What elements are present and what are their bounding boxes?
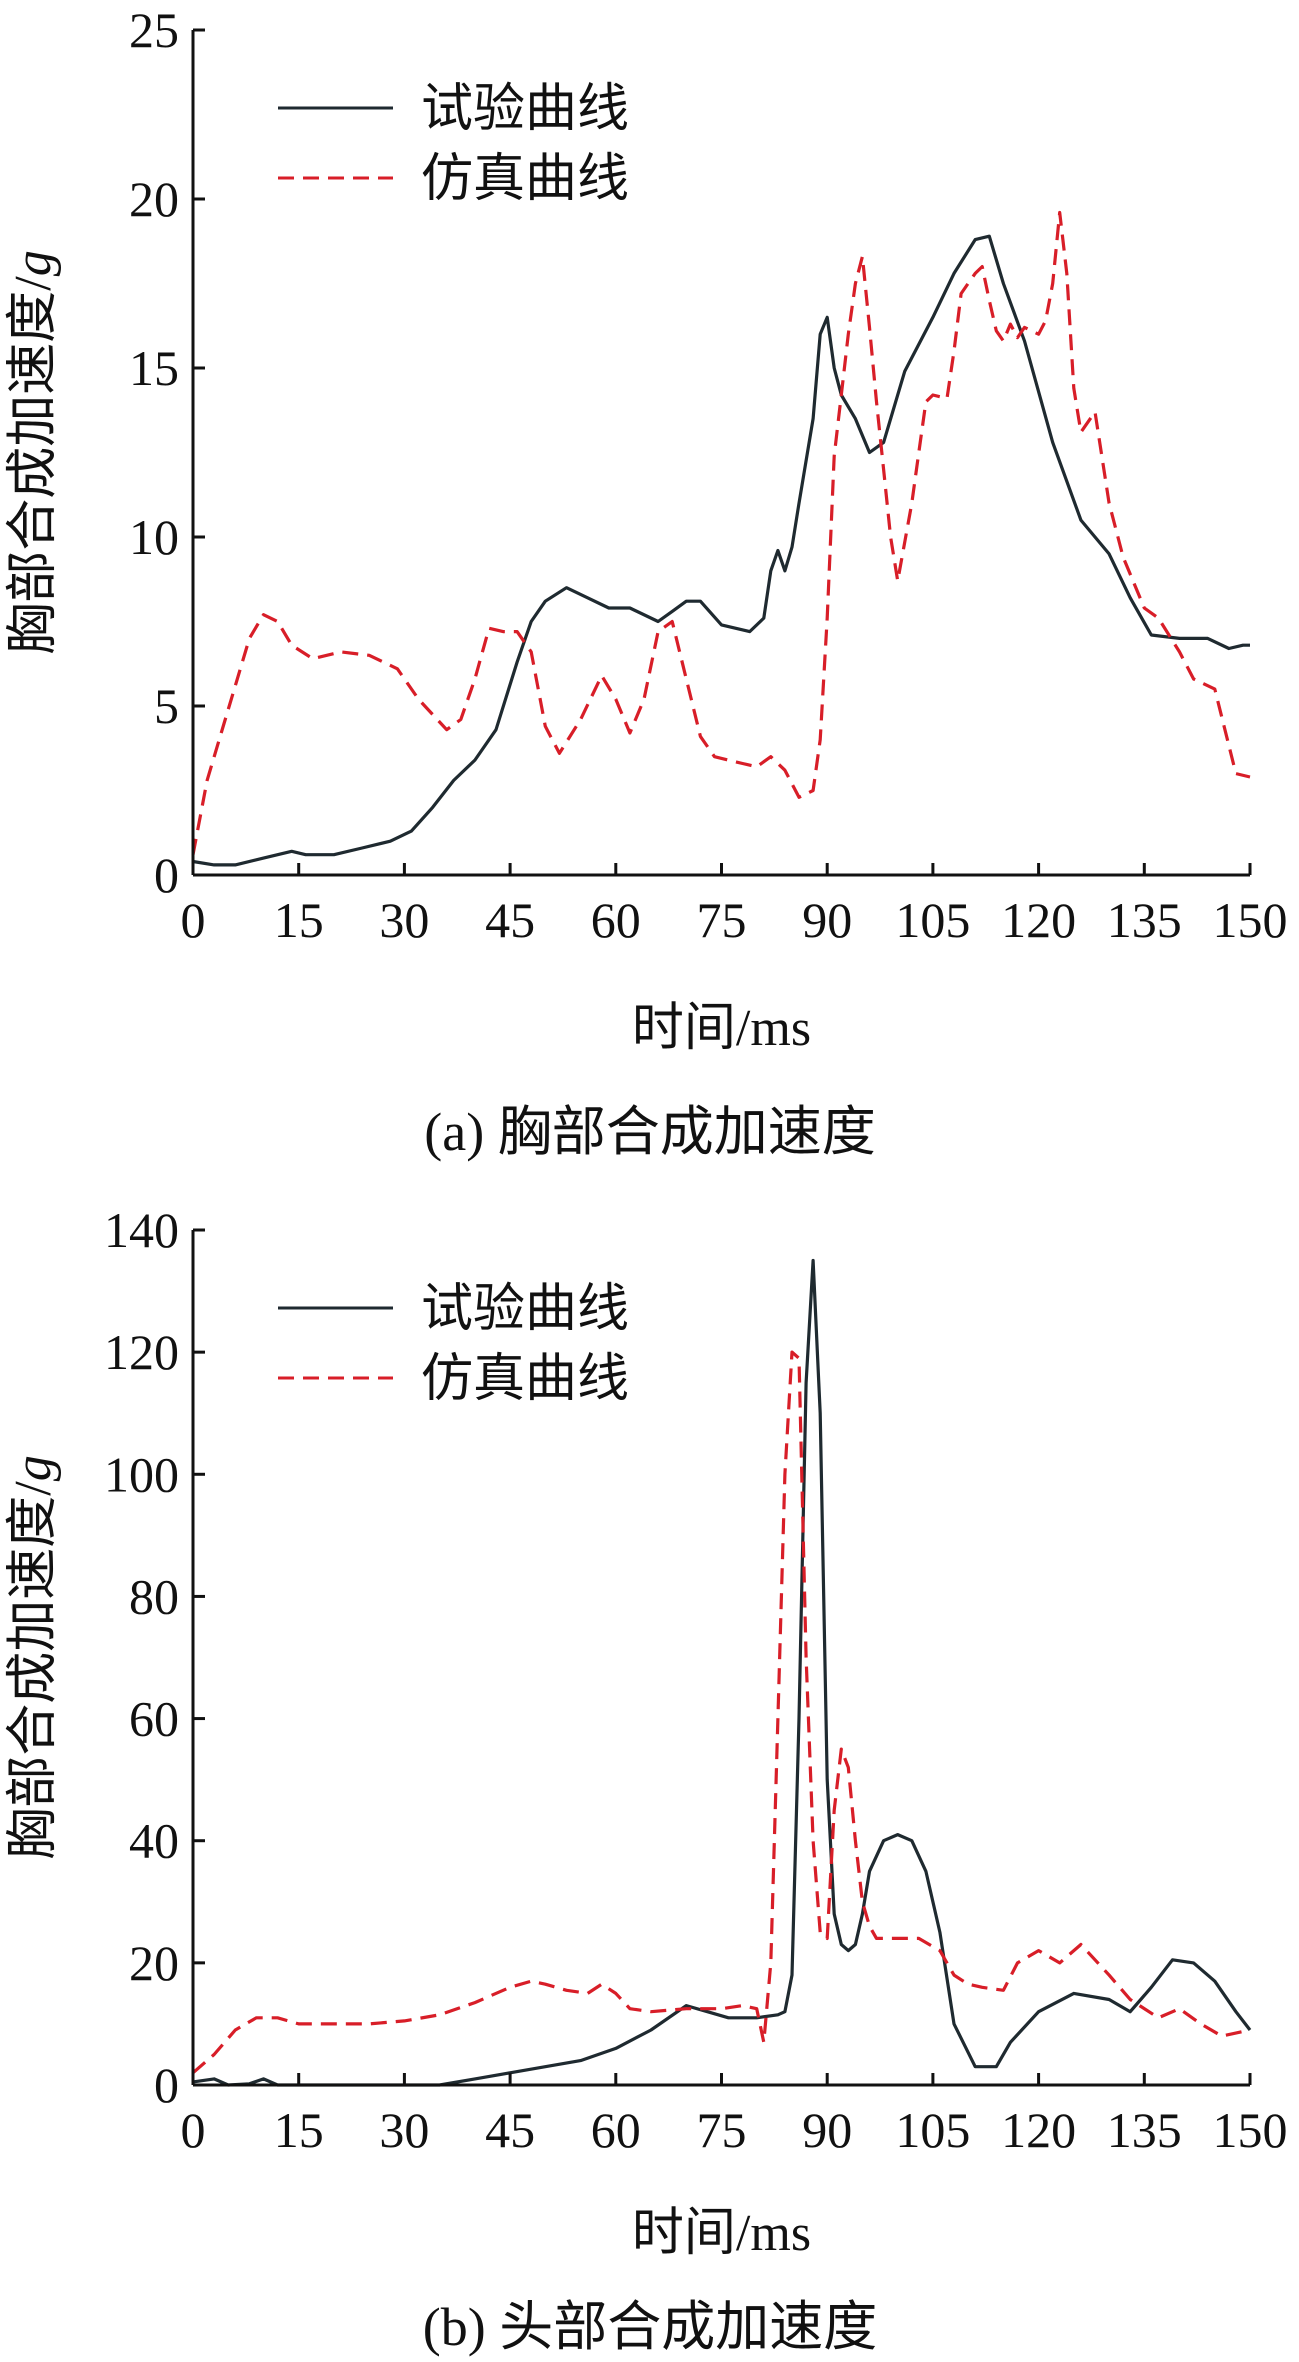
x-tick-label: 60 <box>591 892 641 948</box>
x-axis-label: 时间/ms <box>632 1000 811 1057</box>
x-tick-label: 90 <box>802 892 852 948</box>
plot-area-b <box>191 1258 1252 2087</box>
x-tick-label: 45 <box>485 2102 535 2158</box>
y-axis-label-text: 胸部合成加速度/ <box>5 1481 62 1860</box>
x-tick-label: 135 <box>1107 2102 1182 2158</box>
y-axis-label-text: 胸部合成加速度/ <box>5 276 62 655</box>
x-axis-label: 时间/ms <box>632 2205 811 2262</box>
y-tick-label: 100 <box>104 1446 179 1502</box>
x-tick-label: 120 <box>1001 2102 1076 2158</box>
y-tick-label: 25 <box>129 2 179 58</box>
plot-area-a <box>191 210 1251 867</box>
legend-label-experiment: 试验曲线 <box>421 1281 629 1338</box>
y-tick-label: 15 <box>129 340 179 396</box>
y-tick-label: 0 <box>154 847 179 903</box>
x-tick-label: 105 <box>895 2102 970 2158</box>
y-tick-label: 60 <box>129 1691 179 1747</box>
x-tick-label: 15 <box>274 892 324 948</box>
chart-caption: (a) 胸部合成加速度 <box>424 1102 875 1162</box>
x-tick-label: 105 <box>895 892 970 948</box>
series-line-simulation <box>191 1350 1251 2075</box>
x-tick-label: 30 <box>379 892 429 948</box>
chart-panel-b: 0 15 30 45 60 75 90 105 120 135 150 0 20 40 60 80 100 120… <box>5 1202 1288 2357</box>
y-axis-unit: g <box>5 250 62 276</box>
x-tick-label: 75 <box>697 892 747 948</box>
y-tick-label: 140 <box>104 1202 179 1258</box>
x-tick-label: 0 <box>181 2102 206 2158</box>
series-line-experiment <box>192 234 1250 867</box>
x-tick-label: 150 <box>1213 2102 1288 2158</box>
x-tick-label: 15 <box>274 2102 324 2158</box>
legend-b: 试验曲线 仿真曲线 <box>278 1281 629 1408</box>
y-tick-label: 10 <box>129 509 179 565</box>
y-axis-unit: g <box>5 1455 62 1481</box>
chart-caption: (b) 头部合成加速度 <box>423 2297 877 2357</box>
y-axis-label: 胸部合成加速度/g <box>5 250 62 654</box>
x-tick-label: 45 <box>485 892 535 948</box>
x-tick-label: 0 <box>181 892 206 948</box>
y-tick-label: 80 <box>129 1568 179 1624</box>
series-line-simulation <box>191 210 1251 855</box>
x-tick-label: 60 <box>591 2102 641 2158</box>
x-tick-label: 75 <box>697 2102 747 2158</box>
y-tick-label: 5 <box>154 678 179 734</box>
legend-label-simulation: 仿真曲线 <box>421 1351 629 1408</box>
y-tick-label: 120 <box>104 1324 179 1380</box>
x-tick-label: 135 <box>1107 892 1182 948</box>
x-tick-label: 30 <box>379 2102 429 2158</box>
legend-a: 试验曲线 仿真曲线 <box>278 81 629 208</box>
y-tick-label: 20 <box>129 1935 179 1991</box>
legend-label-experiment: 试验曲线 <box>421 81 629 138</box>
y-tick-label: 20 <box>129 171 179 227</box>
x-tick-label: 150 <box>1213 892 1288 948</box>
y-tick-label: 40 <box>129 1813 179 1869</box>
y-tick-label: 0 <box>154 2057 179 2113</box>
y-axis-label: 胸部合成加速度/g <box>5 1455 62 1859</box>
chart-panel-a: 0 15 30 45 60 75 90 105 120 135 150 0 5 10 15 20 25 试验曲线… <box>5 2 1288 1162</box>
x-tick-label: 90 <box>802 2102 852 2158</box>
series-line-experiment <box>192 1258 1252 2087</box>
x-tick-label: 120 <box>1001 892 1076 948</box>
legend-label-simulation: 仿真曲线 <box>421 151 629 208</box>
